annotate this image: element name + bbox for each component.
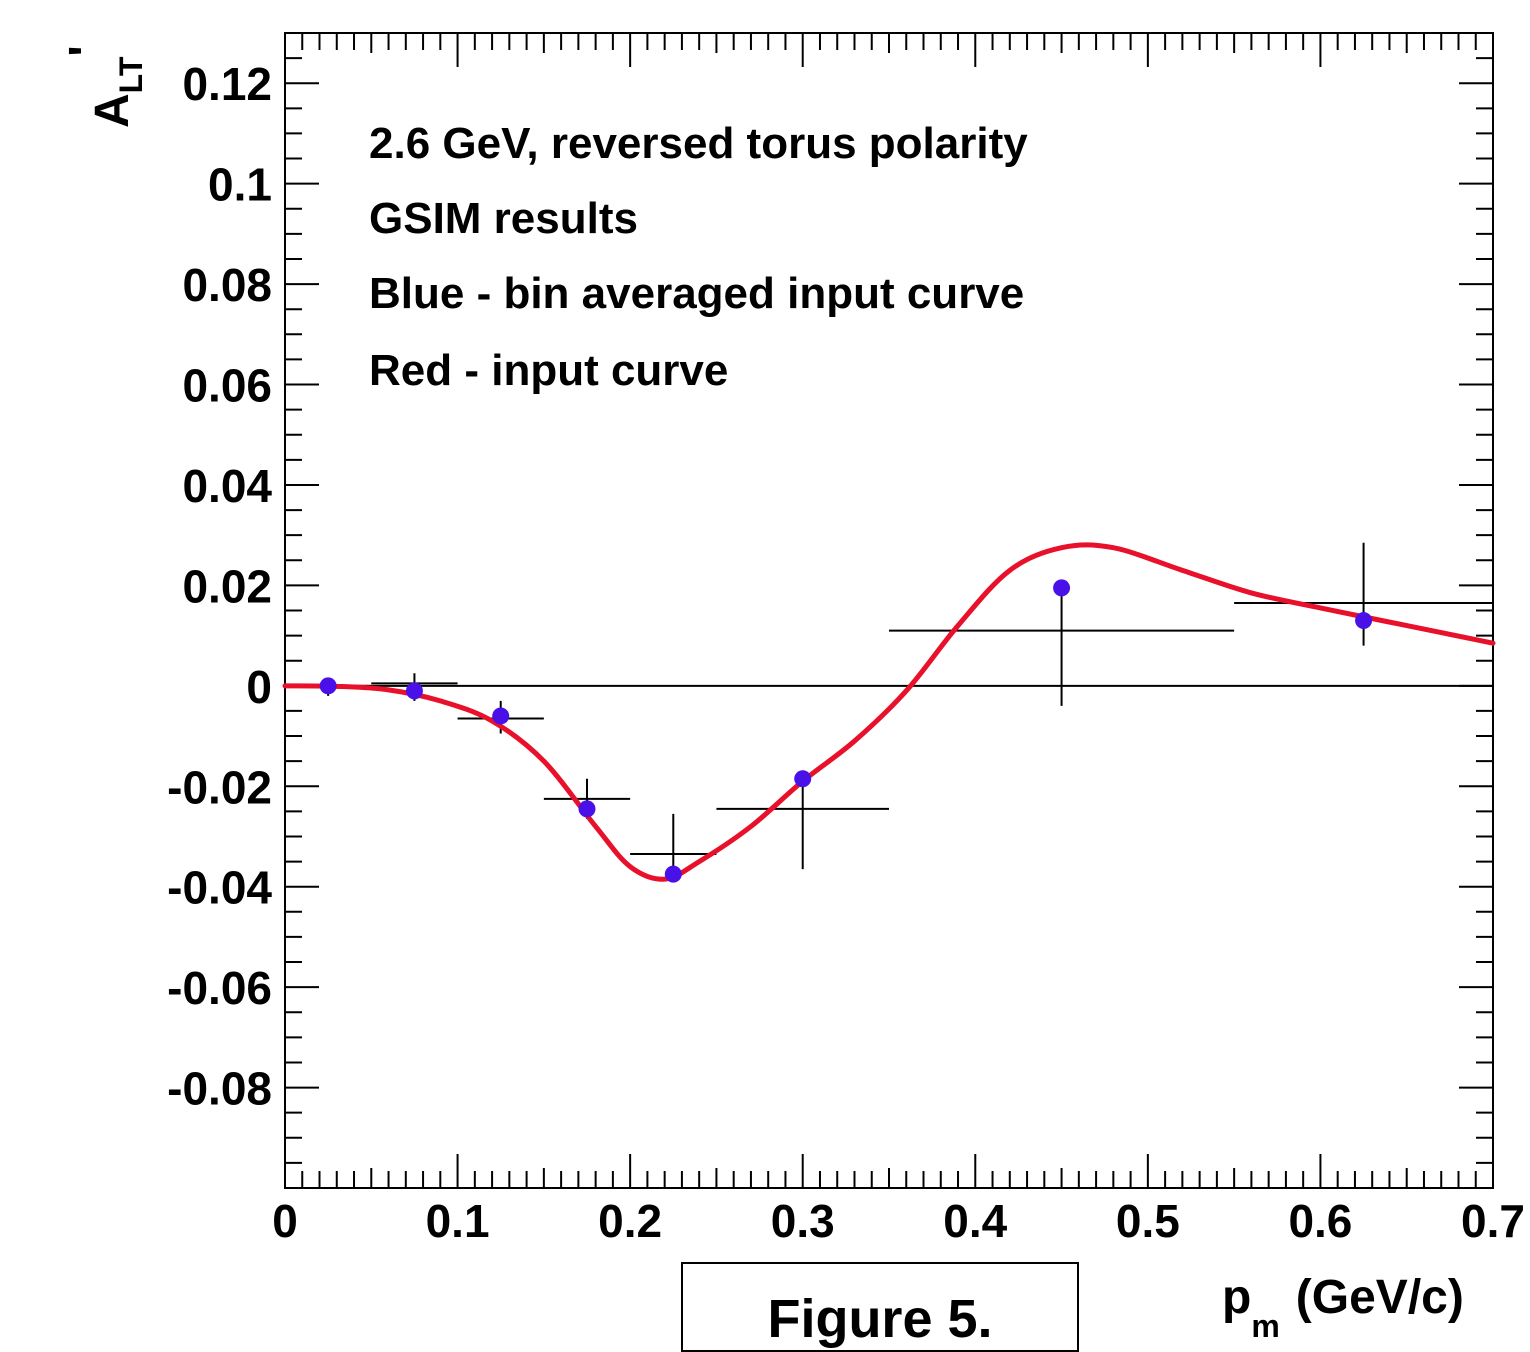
data-point bbox=[794, 770, 812, 788]
y-axis-prime: ' bbox=[60, 45, 113, 56]
x-tick-label: 0.2 bbox=[598, 1195, 662, 1247]
y-tick-label: -0.08 bbox=[167, 1063, 272, 1115]
figure-caption: Figure 5. bbox=[681, 1262, 1079, 1352]
x-axis-symbol: p bbox=[1222, 1271, 1251, 1324]
data-point bbox=[1355, 612, 1373, 630]
x-tick-labels: 0 0.1 0.2 0.3 0.4 0.5 0.6 0.7 bbox=[272, 1195, 1525, 1247]
y-tick-labels: -0.08 -0.06 -0.04 -0.02 0 0.02 0.04 0.06 0.08 0.1… bbox=[167, 58, 272, 1114]
x-tick-label: 0.7 bbox=[1461, 1195, 1525, 1247]
y-tick-label: -0.02 bbox=[167, 761, 272, 813]
y-tick-label: -0.04 bbox=[167, 862, 272, 914]
y-axis-label: ALT' bbox=[60, 45, 149, 128]
annotation-3: Blue - bin averaged input curve bbox=[369, 269, 1024, 318]
input-curve bbox=[282, 542, 1496, 882]
y-tick-label: 0.04 bbox=[182, 460, 272, 512]
data-point bbox=[578, 800, 596, 818]
y-tick-label: 0.1 bbox=[208, 159, 272, 211]
y-tick-label: 0 bbox=[246, 661, 272, 713]
data-point bbox=[319, 677, 337, 695]
annotation-2: GSIM results bbox=[369, 194, 638, 243]
data-point bbox=[405, 682, 423, 700]
x-axis-unit: (GeV/c) bbox=[1296, 1271, 1464, 1324]
svg-text:ALT': ALT' bbox=[60, 45, 149, 128]
x-tick-label: 0.3 bbox=[771, 1195, 835, 1247]
y-tick-label: 0.06 bbox=[182, 360, 272, 412]
data-point bbox=[492, 707, 510, 725]
x-axis-subscript: m bbox=[1251, 1308, 1279, 1340]
data-point bbox=[1053, 579, 1071, 597]
svg-text:pm(GeV/c): pm (GeV/c) bbox=[1222, 1271, 1464, 1340]
y-tick-label: -0.06 bbox=[167, 962, 272, 1014]
annotation-4: Red - input curve bbox=[369, 346, 728, 395]
y-tick-label: 0.08 bbox=[182, 259, 272, 311]
x-tick-label: 0.6 bbox=[1288, 1195, 1352, 1247]
x-tick-label: 0.5 bbox=[1116, 1195, 1180, 1247]
data-point bbox=[664, 865, 682, 883]
x-tick-label: 0.1 bbox=[426, 1195, 490, 1247]
x-axis-label: pm (GeV/c) bbox=[1222, 1271, 1464, 1340]
y-axis-subscript: LT bbox=[113, 56, 149, 93]
y-tick-label: 0.12 bbox=[182, 58, 272, 110]
y-tick-label: 0.02 bbox=[182, 560, 272, 612]
minor-ticks bbox=[284, 32, 1494, 1189]
data-points bbox=[319, 579, 1373, 883]
y-axis-symbol: A bbox=[86, 93, 139, 128]
annotation-1: 2.6 GeV, reversed torus polarity bbox=[369, 119, 1028, 168]
annotations: 2.6 GeV, reversed torus polarity GSIM re… bbox=[369, 119, 1028, 395]
x-tick-label: 0 bbox=[272, 1195, 298, 1247]
x-tick-label: 0.4 bbox=[943, 1195, 1007, 1247]
